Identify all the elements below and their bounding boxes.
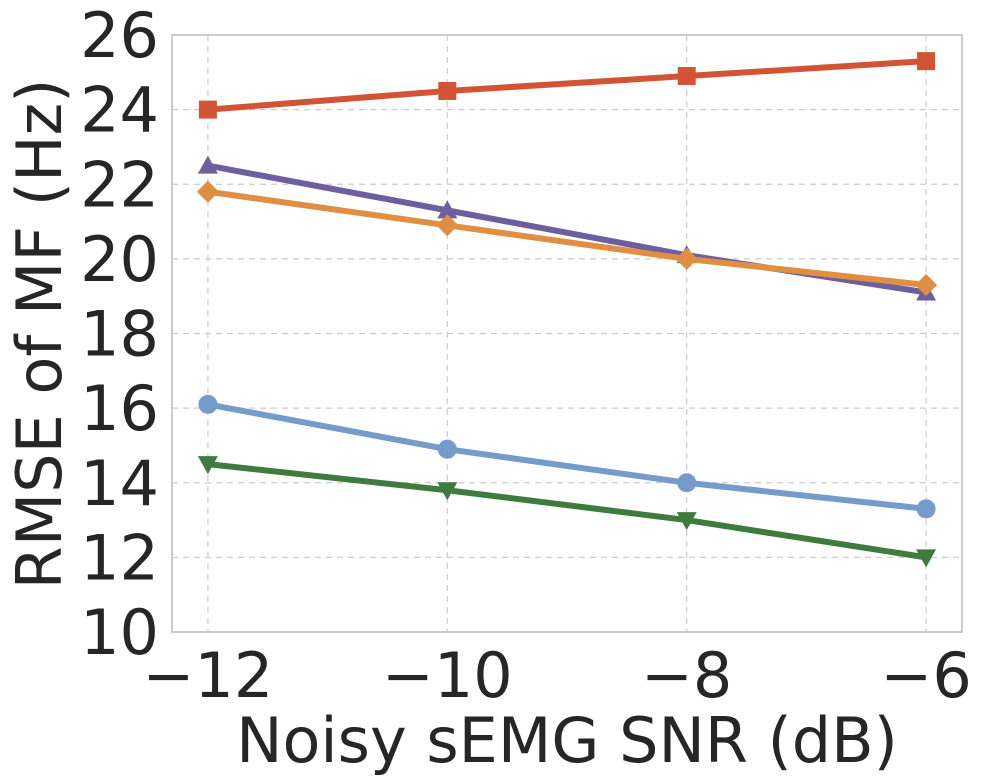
y-tick-label: 16 <box>80 372 159 445</box>
data-point <box>437 200 458 219</box>
series-line <box>204 401 930 512</box>
grid <box>172 35 962 632</box>
x-tick-label: −6 <box>880 639 971 712</box>
data-point <box>197 155 218 174</box>
y-tick-label: 10 <box>80 596 159 669</box>
x-tick-label: −10 <box>382 639 513 712</box>
data-point <box>916 499 936 519</box>
data-point <box>196 180 219 203</box>
data-point <box>437 482 458 501</box>
series-0 <box>198 52 936 119</box>
data-point <box>198 100 217 119</box>
x-tick-label: −12 <box>142 639 273 712</box>
data-point <box>916 549 937 568</box>
x-tick-label: −8 <box>641 639 732 712</box>
y-tick-label: 24 <box>80 74 159 147</box>
y-tick-label: 14 <box>80 447 159 520</box>
y-tick-label: 22 <box>80 148 159 221</box>
x-tick-labels: −12 −10 −8 −6 <box>142 639 971 712</box>
data-point <box>676 512 697 531</box>
data-point <box>677 473 697 493</box>
data-point <box>438 81 457 100</box>
plot-frame <box>171 34 963 633</box>
data-point <box>198 394 218 414</box>
series-line <box>204 188 930 288</box>
data-point <box>436 214 459 237</box>
data-point <box>197 456 218 475</box>
series-line <box>204 461 930 561</box>
y-axis-label: RMSE of MF (Hz) <box>3 79 76 590</box>
y-tick-label: 20 <box>80 223 159 296</box>
y-tick-label: 12 <box>80 521 159 594</box>
x-axis-label: Noisy sEMG SNR (dB) <box>236 704 898 777</box>
series-layer <box>196 52 938 568</box>
data-point <box>915 273 938 296</box>
data-point <box>677 67 696 86</box>
series-3 <box>198 394 936 519</box>
series-4 <box>197 456 937 568</box>
series-1 <box>197 155 937 301</box>
data-point <box>675 247 698 270</box>
data-point <box>917 52 936 71</box>
series-2 <box>196 180 938 296</box>
data-point <box>437 439 457 459</box>
series-line <box>204 58 930 113</box>
y-tick-label: 18 <box>80 298 159 371</box>
y-tick-label: 26 <box>80 0 159 72</box>
